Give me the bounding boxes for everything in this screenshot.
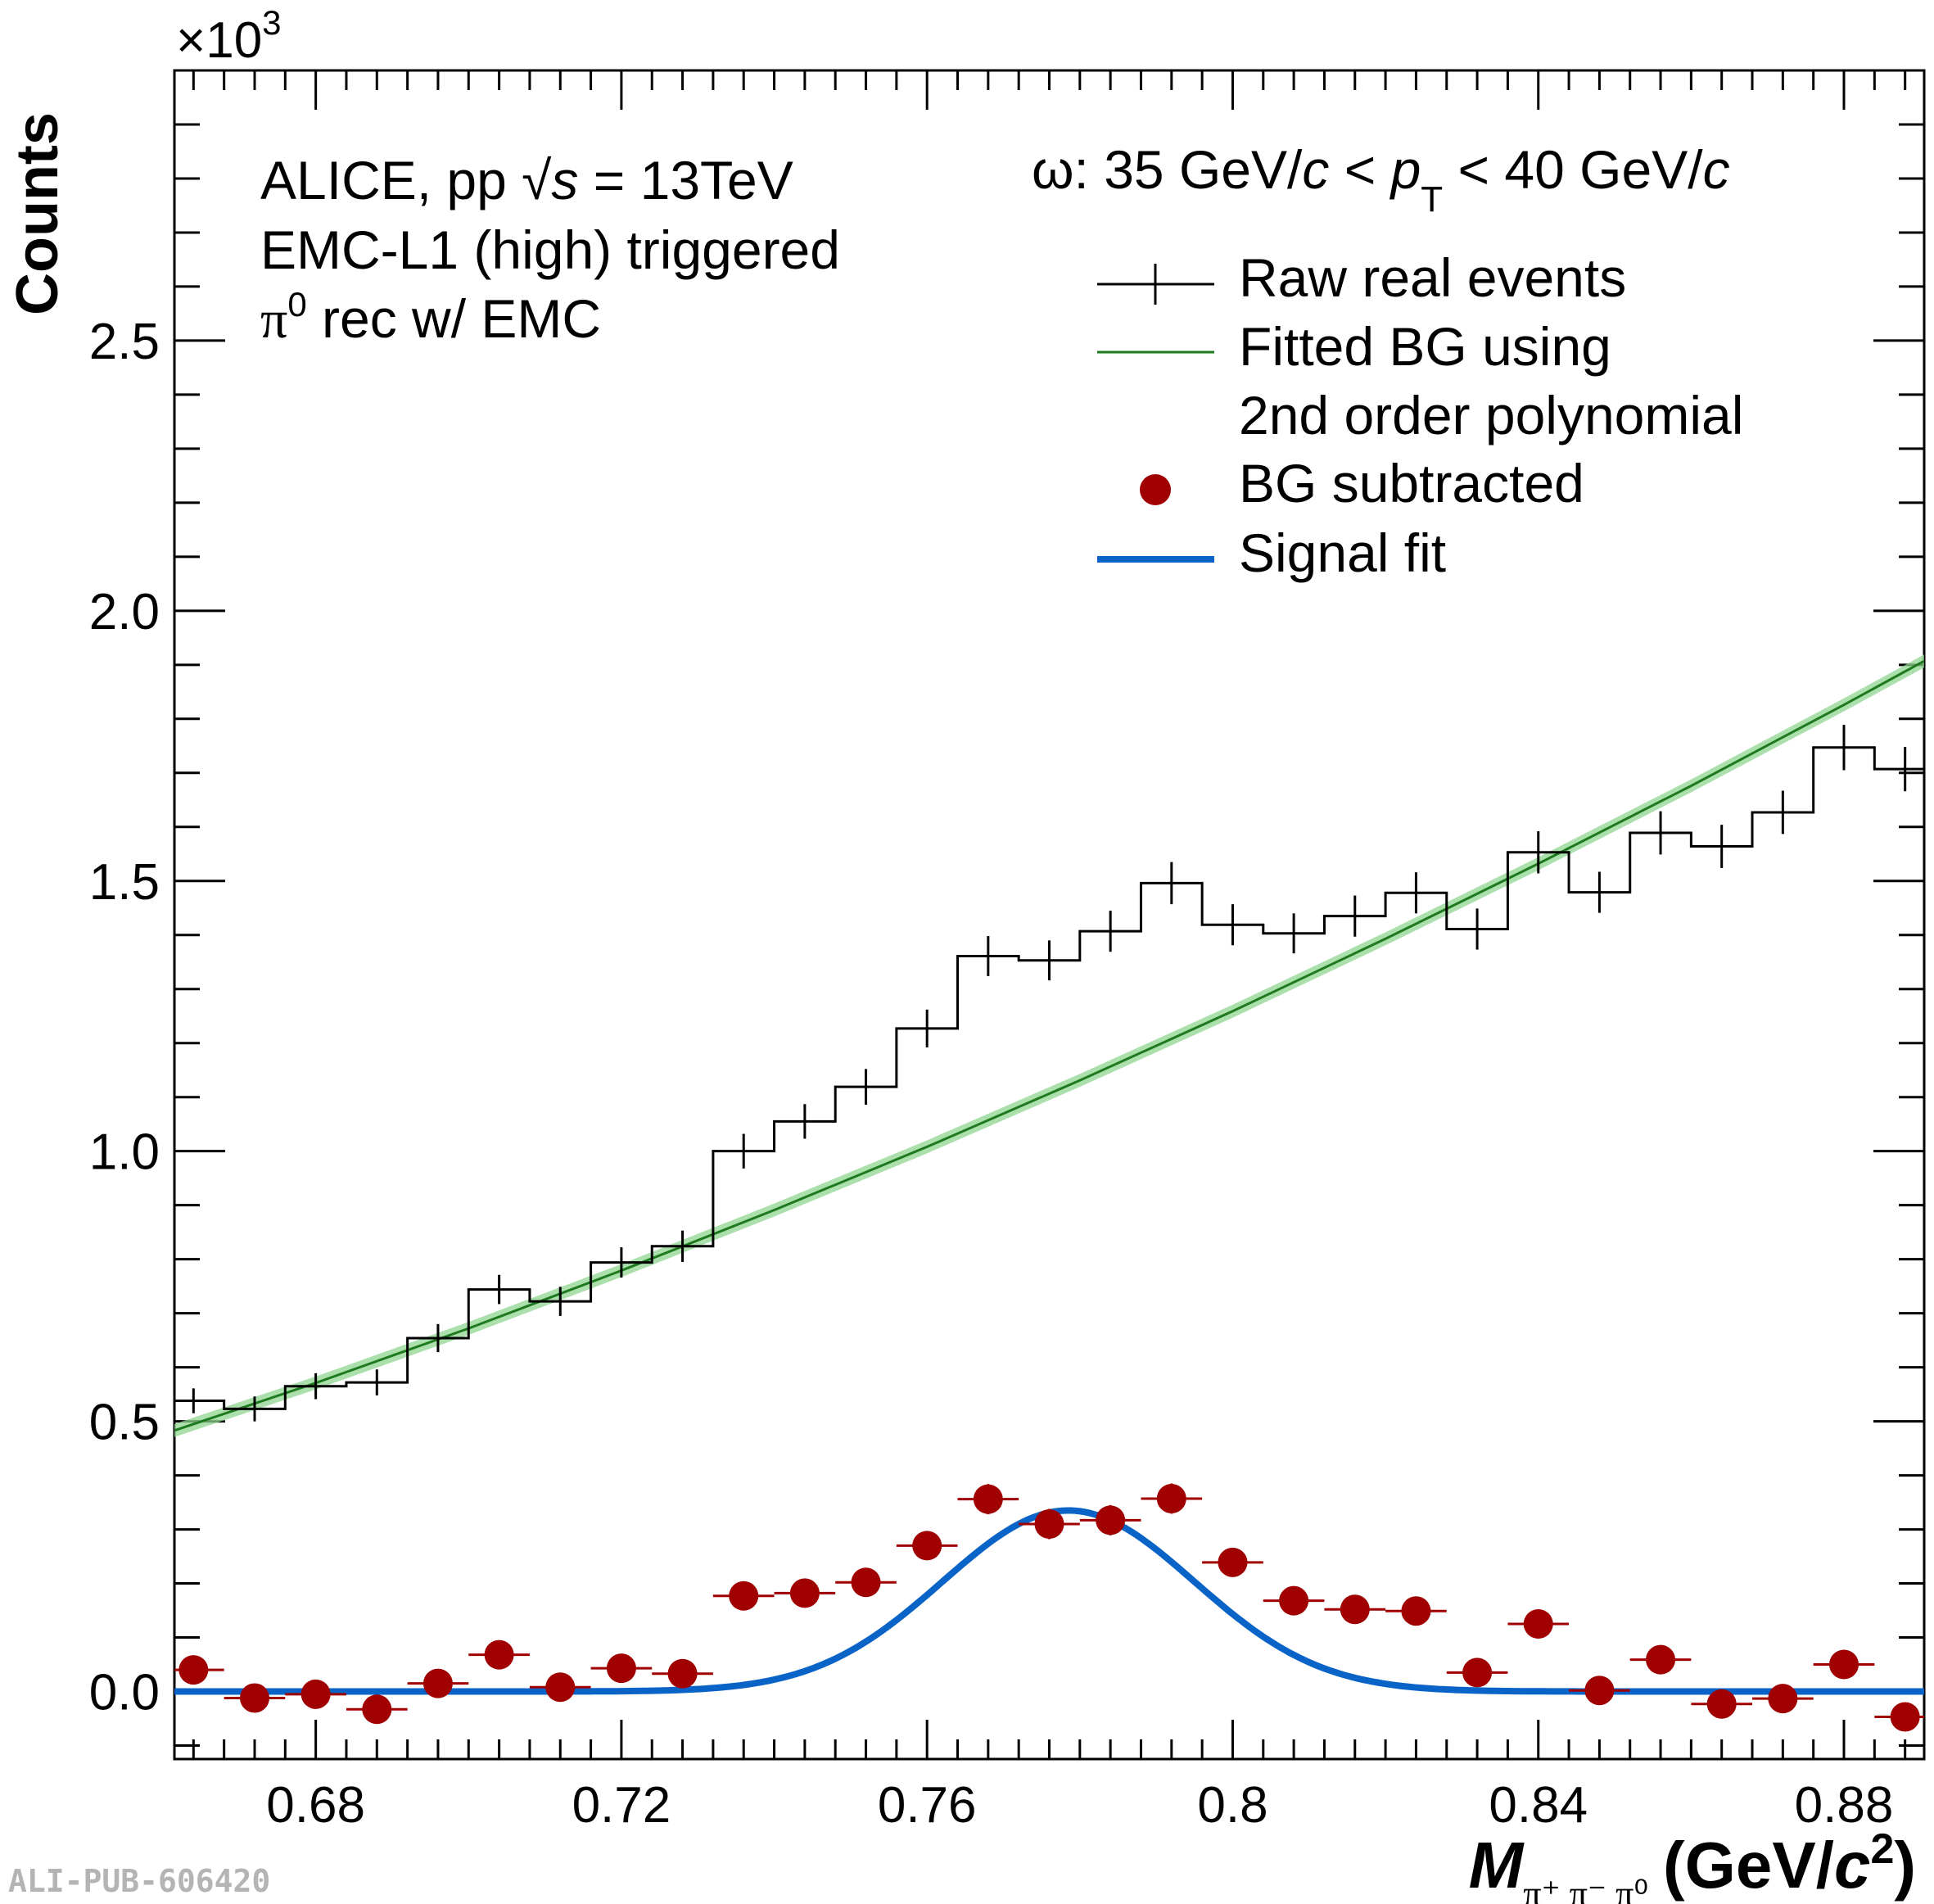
sub-point xyxy=(1890,1702,1920,1732)
sub-point xyxy=(1462,1658,1493,1688)
x-tick-label: 0.84 xyxy=(1489,1777,1588,1834)
x-axis-label: Mπ⁺ π⁻ π⁰ (GeV/c2) xyxy=(1469,1825,1916,1904)
publication-id-watermark: ALI-PUB-606420 xyxy=(8,1863,270,1899)
legend-bg-label-2: 2nd order polynomial xyxy=(1239,385,1743,445)
raw-events-histogram xyxy=(174,725,1924,1422)
bg-subtracted-points xyxy=(174,1483,1924,1732)
sub-point xyxy=(545,1672,576,1703)
sub-point xyxy=(239,1683,269,1713)
y-tick-labels: 0.0 0.5 1.0 1.5 2.0 2.5 xyxy=(89,314,160,1721)
sub-point xyxy=(178,1655,209,1685)
sub-point xyxy=(851,1567,881,1598)
sub-point xyxy=(422,1668,453,1698)
x-tick-label: 0.68 xyxy=(266,1777,365,1834)
x-tick-label: 0.76 xyxy=(878,1777,977,1834)
bg-fit-band xyxy=(174,654,1924,1437)
annotation-pi0: π0 rec w/ EMC xyxy=(260,285,601,350)
sub-point xyxy=(1646,1644,1676,1675)
sqrt-icon: √ xyxy=(522,150,552,210)
x-tick-label: 0.88 xyxy=(1795,1777,1894,1834)
sub-point xyxy=(912,1531,942,1561)
sub-point xyxy=(1156,1483,1186,1513)
y-exponent-label: ×103 xyxy=(176,3,282,69)
x-tick-label: 0.8 xyxy=(1197,1777,1267,1834)
bg-fit-line xyxy=(174,659,1924,1432)
sub-point xyxy=(1340,1594,1370,1625)
y-tick-label: 0.5 xyxy=(89,1395,160,1451)
legend-signal-label: Signal fit xyxy=(1239,522,1446,583)
legend-bg-label-1: Fitted BG using xyxy=(1239,316,1611,377)
x-tick-label: 0.72 xyxy=(572,1777,671,1834)
sub-point xyxy=(606,1653,636,1684)
sub-point xyxy=(1829,1649,1859,1680)
legend-sub-marker xyxy=(1140,474,1171,505)
legend-raw-label: Raw real events xyxy=(1239,247,1626,308)
sub-point xyxy=(1584,1676,1615,1706)
legend-raw-marker xyxy=(1097,264,1214,305)
sub-point xyxy=(1706,1689,1737,1719)
legend-sub-label: BG subtracted xyxy=(1239,453,1584,513)
sub-point xyxy=(1034,1508,1064,1539)
y-tick-label: 2.5 xyxy=(89,314,160,370)
annotation-pt-range: ω: 35 GeV/c < pT < 40 GeV/c xyxy=(1032,139,1730,219)
sub-point xyxy=(362,1694,392,1725)
sub-point xyxy=(484,1639,514,1670)
y-tick-label: 1.5 xyxy=(89,854,160,911)
sub-point xyxy=(300,1679,331,1709)
sub-point xyxy=(1401,1596,1431,1626)
y-tick-label: 2.0 xyxy=(89,584,160,640)
sub-point xyxy=(1218,1547,1248,1577)
sub-point xyxy=(667,1658,698,1689)
raw-histogram-steps xyxy=(174,746,1924,1410)
sub-point xyxy=(973,1484,1003,1514)
y-axis-label: Counts xyxy=(5,112,70,315)
annotation-trigger: EMC-L1 (high) triggered xyxy=(260,219,840,280)
sub-point xyxy=(1523,1609,1553,1639)
sub-point xyxy=(729,1581,759,1611)
x-tick-labels: 0.68 0.72 0.76 0.8 0.84 0.88 xyxy=(266,1777,1893,1834)
legend: Raw real events Fitted BG using 2nd orde… xyxy=(1097,247,1743,583)
sub-point xyxy=(1768,1684,1798,1714)
annotation-experiment: ALICE, pp √s = 13TeV xyxy=(260,150,793,210)
sub-point xyxy=(789,1578,820,1608)
y-tick-label: 1.0 xyxy=(89,1124,160,1181)
bg-fit-error-band xyxy=(174,654,1924,1437)
sub-point xyxy=(1096,1505,1126,1535)
sub-point xyxy=(1279,1585,1309,1616)
y-tick-label: 0.0 xyxy=(89,1665,160,1721)
